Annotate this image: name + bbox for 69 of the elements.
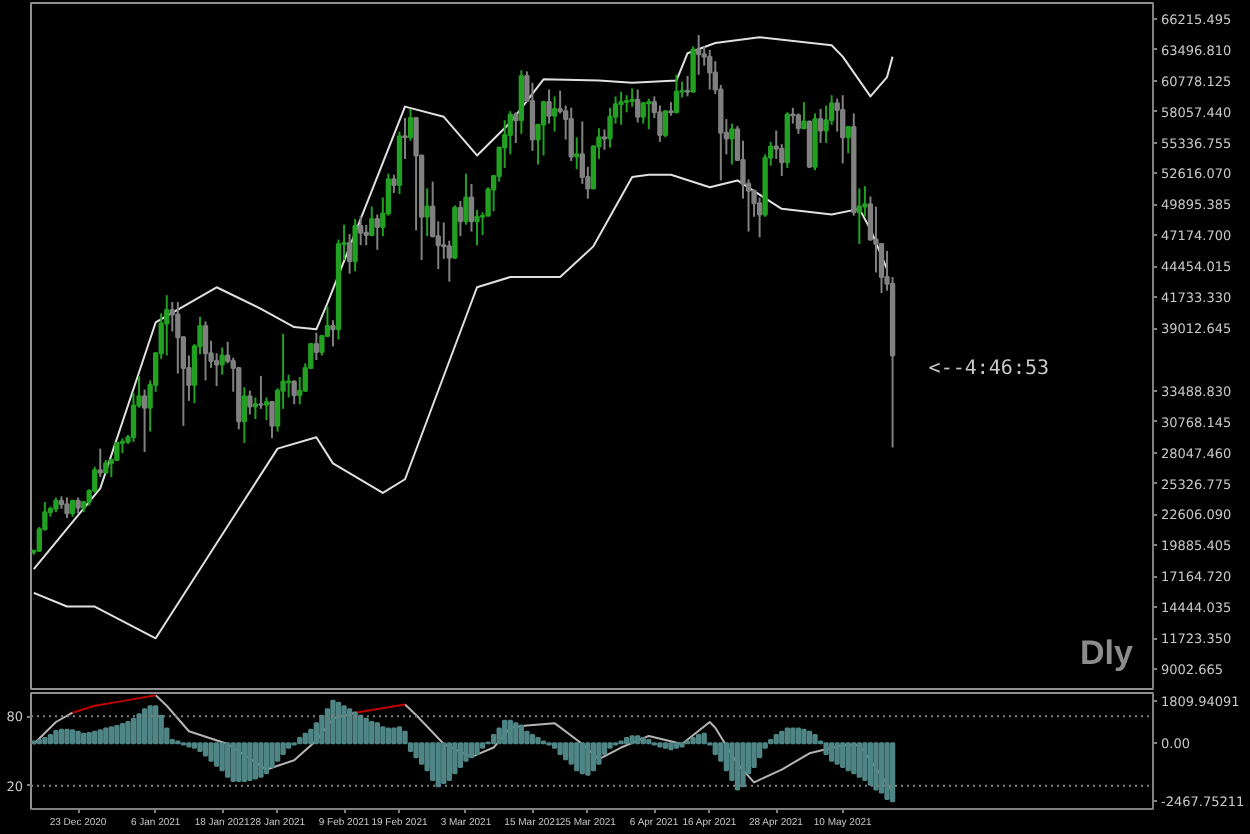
- candlestick: [269, 399, 275, 440]
- candlestick: [468, 182, 475, 233]
- candlestick: [856, 187, 862, 246]
- candlestick: [513, 111, 519, 144]
- candlestick: [258, 374, 264, 410]
- candlestick: [141, 388, 148, 453]
- candlestick: [845, 124, 851, 155]
- candlestick: [374, 213, 380, 251]
- candlestick: [219, 346, 225, 376]
- line-series: [32, 36, 894, 571]
- candlestick: [529, 81, 536, 152]
- candlestick: [291, 379, 297, 406]
- candlestick: [546, 88, 552, 125]
- candlestick: [391, 173, 397, 194]
- candlestick: [601, 128, 608, 151]
- candlestick: [551, 95, 558, 133]
- candlestick: [64, 496, 70, 519]
- candlestick: [696, 34, 702, 76]
- candlestick: [369, 205, 375, 238]
- candlestick: [358, 214, 364, 247]
- candlestick: [873, 205, 879, 274]
- candlestick: [540, 101, 547, 157]
- candlestick: [756, 196, 763, 239]
- candlestick: [640, 101, 646, 125]
- candlestick: [413, 116, 419, 232]
- candlestick: [574, 136, 580, 171]
- candlestick: [568, 106, 574, 163]
- candlestick: [463, 172, 469, 226]
- candlestick: [801, 101, 807, 131]
- candlestick: [729, 122, 735, 166]
- candlestick: [817, 107, 824, 144]
- candlestick: [457, 199, 464, 238]
- candlestick: [518, 69, 525, 135]
- candlestick: [812, 112, 818, 172]
- candlestick: [673, 73, 680, 115]
- candlestick: [164, 294, 170, 357]
- candlestick: [402, 116, 408, 160]
- candlestick: [840, 94, 846, 165]
- candlestick: [657, 104, 663, 143]
- candlestick: [646, 97, 652, 131]
- candlestick: [241, 386, 247, 444]
- candlestick: [407, 107, 414, 142]
- candlestick: [346, 232, 353, 275]
- candlestick: [502, 119, 508, 169]
- candlestick: [202, 320, 209, 382]
- candlestick: [795, 112, 802, 135]
- annotation: Dly: [1080, 633, 1135, 672]
- candlestick: [690, 45, 696, 93]
- candlestick: [363, 223, 369, 247]
- candlestick: [629, 87, 635, 108]
- candlestick: [684, 74, 691, 98]
- annotation: <--4:46:53: [928, 358, 1050, 381]
- candlestick: [252, 396, 259, 421]
- candlestick: [784, 111, 790, 169]
- candlestick: [635, 88, 641, 124]
- candlestick: [285, 373, 292, 399]
- candlestick: [424, 187, 430, 238]
- candlestick: [474, 209, 480, 247]
- candlestick: [707, 48, 713, 91]
- candlestick: [97, 447, 103, 478]
- line-series: [32, 173, 889, 640]
- candlestick: [662, 109, 669, 139]
- candlestick: [313, 331, 320, 361]
- candlestick: [352, 218, 358, 273]
- candlestick: [330, 319, 336, 348]
- candlestick: [806, 120, 813, 169]
- candlestick: [618, 90, 624, 126]
- candlestick: [263, 396, 270, 422]
- candlestick: [247, 389, 253, 416]
